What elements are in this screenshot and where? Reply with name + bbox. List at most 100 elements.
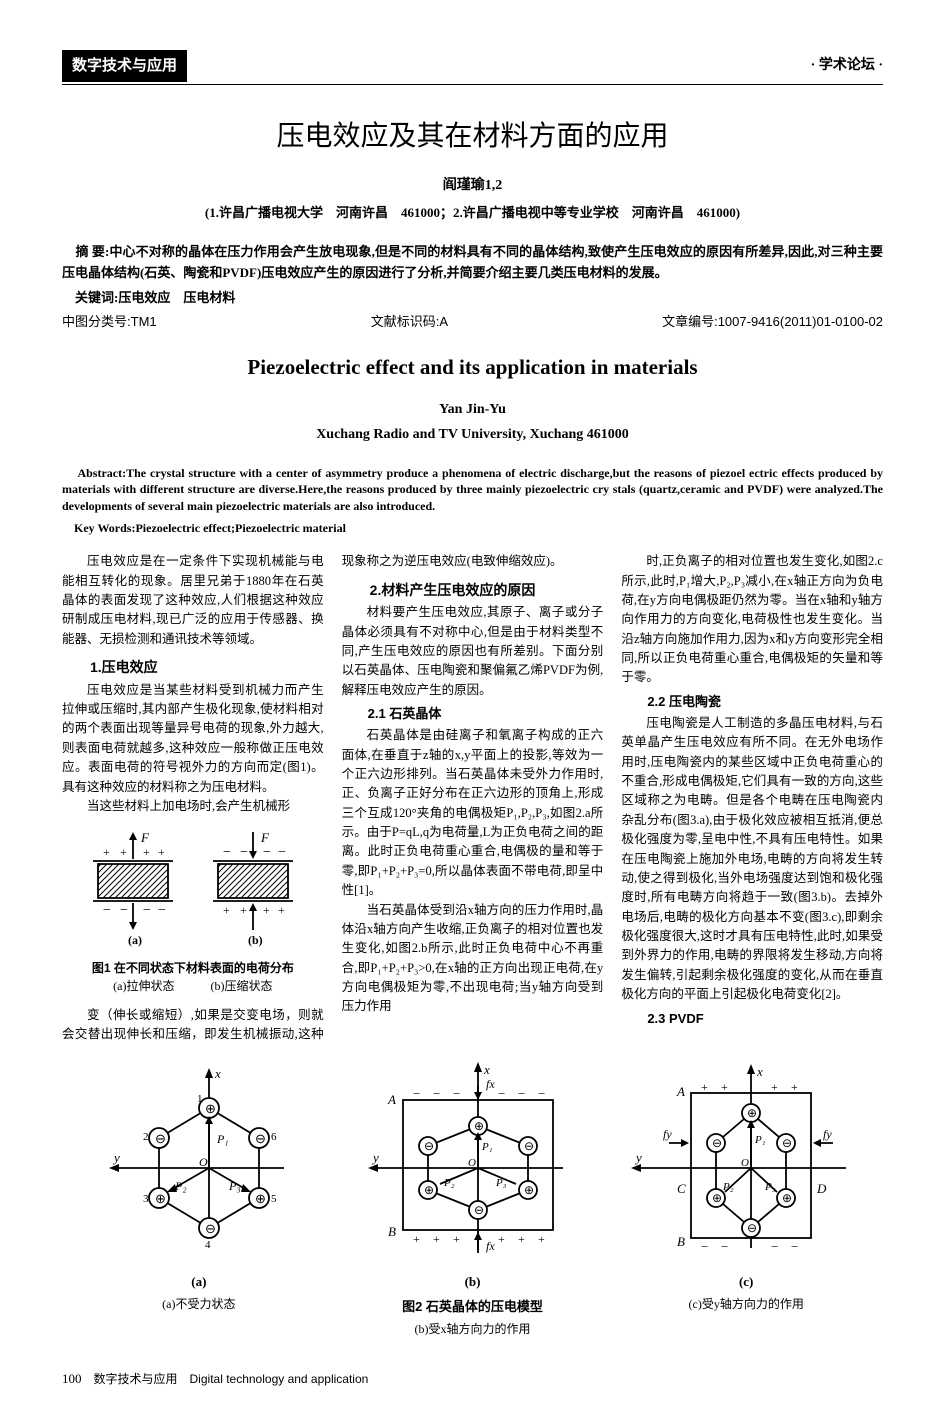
doc-code-label: 文献标识码: (371, 314, 440, 329)
figure-1-svg: F ++++ −−−− (a) F −−−− ++++ (b) (73, 826, 313, 956)
svg-text:−: − (223, 845, 231, 860)
svg-text:−: − (240, 845, 248, 860)
force-label-a: F (140, 830, 150, 845)
keywords-english: Key Words:Piezoelectric effect;Piezoelec… (62, 519, 883, 538)
keywords-label-en: Key Words: (74, 521, 135, 535)
svg-text:3: 3 (143, 1193, 149, 1205)
svg-text:⊕: ⊕ (524, 1183, 534, 1197)
svg-text:+: + (791, 1080, 798, 1094)
journal-tag: 数字技术与应用 (62, 50, 187, 82)
svg-text:+: + (278, 903, 285, 917)
svg-text:x: x (756, 1064, 763, 1079)
heading-2-3: 2.3 PVDF (621, 1009, 883, 1029)
fig2c-label: (c) (609, 1272, 883, 1293)
section-label: · 学术论坛 · (811, 55, 883, 77)
svg-text:P₃: P₃ (495, 1177, 507, 1189)
abstract-chinese: 摘 要:中心不对称的晶体在压力作用会产生放电现象,但是不同的材料具有不同的晶体结… (62, 242, 883, 284)
paragraph-6: 当石英晶体受到沿x轴方向的压力作用时,晶体沿x轴方向产生收缩,正负离子的相对位置… (342, 901, 604, 1017)
svg-text:1: 1 (197, 1093, 203, 1105)
title-english: Piezoelectric effect and its application… (62, 351, 883, 385)
svg-text:A: A (387, 1092, 396, 1107)
fig2b-label: (b) (336, 1272, 610, 1293)
svg-text:P₃: P₃ (764, 1181, 776, 1193)
svg-text:4: 4 (205, 1239, 211, 1251)
svg-text:y: y (634, 1150, 642, 1165)
body-columns: 压电效应是在一定条件下实现机械能与电能相互转化的现象。居里兄弟于1880年在石英… (62, 552, 883, 1044)
svg-text:−: − (518, 1086, 525, 1101)
title-chinese: 压电效应及其在材料方面的应用 (62, 115, 883, 160)
figure-2-caption: 图2 石英晶体的压电模型 (336, 1297, 610, 1318)
svg-text:−: − (791, 1239, 798, 1254)
svg-text:+: + (120, 845, 127, 859)
svg-text:+: + (263, 903, 270, 917)
svg-text:fx: fx (486, 1239, 495, 1253)
page-footer: 100 数字技术与应用 Digital technology and appli… (62, 1369, 883, 1390)
fig2b-caption: (b)受x轴方向力的作用 (336, 1320, 610, 1339)
svg-text:⊖: ⊖ (747, 1221, 757, 1235)
svg-text:−: − (413, 1086, 420, 1101)
fig2a-caption: (a)不受力状态 (62, 1295, 336, 1314)
svg-text:+: + (538, 1232, 545, 1246)
svg-text:+: + (518, 1232, 525, 1246)
fig2c-caption: (c)受y轴方向力的作用 (609, 1295, 883, 1314)
svg-text:⊖: ⊖ (424, 1139, 434, 1153)
force-label-b: F (260, 830, 270, 845)
svg-text:x: x (483, 1062, 490, 1077)
svg-text:⊖: ⊖ (782, 1136, 792, 1150)
figure-2: x y ⊕ ⊖ ⊕ ⊖ ⊕ ⊖ 1 6 5 4 3 2 P₁ P₂ P₃ O (… (62, 1058, 883, 1339)
abstract-english: Abstract:The crystal structure with a ce… (62, 465, 883, 515)
svg-text:P₂: P₂ (174, 1179, 187, 1193)
svg-text:−: − (453, 1086, 460, 1101)
keywords-text-cn: 压电效应 压电材料 (118, 290, 235, 305)
fig1-label-a: (a) (128, 933, 142, 947)
svg-text:y: y (371, 1150, 379, 1165)
svg-text:B: B (388, 1224, 396, 1239)
keywords-text-en: Piezoelectric effect;Piezoelectric mater… (135, 521, 346, 535)
svg-text:−: − (158, 903, 166, 918)
svg-text:−: − (278, 845, 286, 860)
svg-text:⊕: ⊕ (474, 1119, 484, 1133)
svg-text:+: + (721, 1080, 728, 1094)
svg-text:+: + (413, 1232, 420, 1246)
svg-text:P₃: P₃ (228, 1179, 241, 1193)
svg-text:P₁: P₁ (216, 1132, 229, 1146)
svg-text:⊖: ⊖ (712, 1136, 722, 1150)
svg-text:fy: fy (663, 1127, 672, 1141)
svg-text:P₁: P₁ (481, 1141, 493, 1153)
svg-text:fy: fy (823, 1127, 832, 1141)
heading-1: 1.压电效应 (62, 657, 324, 679)
heading-2-1: 2.1 石英晶体 (342, 704, 604, 724)
figure-1-caption: 图1 在不同状态下材料表面的电荷分布 (62, 960, 324, 977)
svg-text:O: O (468, 1157, 476, 1169)
clc-value: TM1 (131, 314, 157, 329)
svg-text:P₁: P₁ (754, 1134, 766, 1146)
svg-text:−: − (538, 1086, 545, 1101)
svg-text:+: + (223, 903, 230, 917)
paragraph-1: 压电效应是当某些材料受到机械力而产生拉伸或压缩时,其内部产生极化现象,使材料相对… (62, 681, 324, 797)
footer-journal-cn: 数字技术与应用 (94, 1370, 178, 1389)
paragraph-2: 当这些材料上加电场时,会产生机械形 (62, 797, 324, 816)
svg-text:C: C (677, 1181, 686, 1196)
figure-2a: x y ⊕ ⊖ ⊕ ⊖ ⊕ ⊖ 1 6 5 4 3 2 P₁ P₂ P₃ O (… (62, 1058, 336, 1314)
svg-text:+: + (103, 845, 110, 859)
meta-row: 中图分类号:TM1 文献标识码:A 文章编号:1007-9416(2011)01… (62, 312, 883, 333)
svg-text:B: B (677, 1234, 685, 1249)
page-number: 100 (62, 1369, 82, 1390)
svg-text:2: 2 (143, 1131, 149, 1143)
svg-text:6: 6 (271, 1131, 277, 1143)
svg-text:⊖: ⊖ (255, 1131, 266, 1146)
svg-text:−: − (721, 1239, 728, 1254)
svg-text:O: O (199, 1155, 208, 1169)
abstract-text-cn: 中心不对称的晶体在压力作用会产生放电现象,但是不同的材料具有不同的晶体结构,致使… (62, 244, 883, 280)
svg-text:⊕: ⊕ (155, 1191, 166, 1206)
figure-1: F ++++ −−−− (a) F −−−− ++++ (b) (62, 826, 324, 995)
svg-text:+: + (498, 1232, 505, 1246)
svg-text:⊕: ⊕ (712, 1191, 722, 1205)
heading-2: 2.材料产生压电效应的原因 (342, 580, 604, 602)
svg-text:−: − (433, 1086, 440, 1101)
authors-chinese: 阎瑾瑜1,2 (62, 175, 883, 197)
footer-journal-en: Digital technology and application (190, 1370, 369, 1389)
svg-text:⊖: ⊖ (205, 1221, 216, 1236)
abstract-label-cn: 摘 要: (75, 244, 109, 259)
svg-text:5: 5 (271, 1193, 277, 1205)
